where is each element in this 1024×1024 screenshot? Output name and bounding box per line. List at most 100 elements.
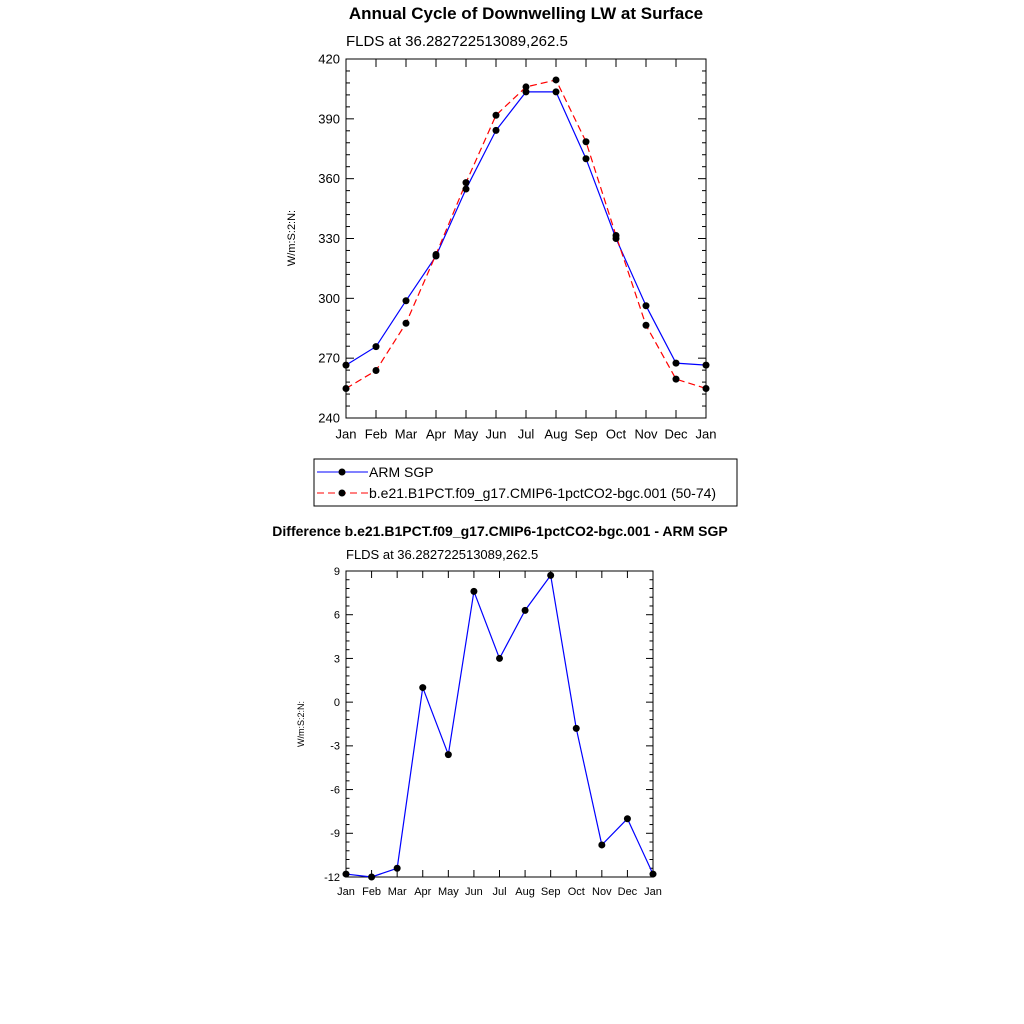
- y-tick-labels: 240 270 300 330 360 390 420: [318, 52, 340, 426]
- data-point: [462, 179, 470, 187]
- x-tick-label: May: [454, 427, 479, 442]
- data-point: [342, 361, 350, 369]
- y-tick-label: 270: [318, 351, 340, 366]
- x-tick-label: Oct: [606, 427, 627, 442]
- data-point: [368, 873, 376, 881]
- data-point: [432, 250, 440, 258]
- data-point: [492, 111, 500, 119]
- data-point: [402, 297, 410, 305]
- x-tick-label: Jul: [518, 427, 535, 442]
- y-tick-label: 390: [318, 111, 340, 126]
- y-tick-label: -3: [330, 741, 340, 753]
- data-point: [462, 185, 470, 193]
- x-tick-label: Feb: [362, 886, 381, 898]
- x-tick-label: Sep: [574, 427, 597, 442]
- x-tick-label: Jan: [337, 886, 355, 898]
- y-tick-label: -6: [330, 784, 340, 796]
- x-tick-label: Jun: [465, 886, 483, 898]
- x-tick-label: Sep: [541, 886, 561, 898]
- x-tick-label: Aug: [544, 427, 567, 442]
- x-tick-label: Mar: [388, 886, 407, 898]
- data-point: [522, 83, 530, 91]
- series-points: [342, 571, 657, 881]
- data-point: [572, 724, 580, 732]
- x-tick-label: Feb: [365, 427, 387, 442]
- data-point: [672, 375, 680, 383]
- data-point: [372, 367, 380, 375]
- y-tick-labels: -12 -9 -6 -3 0 3 6 9: [324, 566, 340, 884]
- data-point: [552, 76, 560, 84]
- axis-ticks: [345, 58, 707, 419]
- data-point: [342, 870, 350, 878]
- difference-chart: Difference b.e21.B1PCT.f09_g17.CMIP6-1pc…: [272, 523, 727, 898]
- legend-label-model: b.e21.B1PCT.f09_g17.CMIP6-1pctCO2-bgc.00…: [369, 485, 716, 501]
- data-point: [642, 321, 650, 329]
- data-point: [522, 88, 530, 96]
- data-point: [598, 841, 606, 849]
- x-tick-label: Jan: [336, 427, 357, 442]
- chart-title: Annual Cycle of Downwelling LW at Surfac…: [349, 4, 703, 23]
- data-point: [552, 88, 560, 96]
- data-point: [623, 815, 631, 823]
- data-point: [419, 684, 427, 692]
- data-point: [672, 359, 680, 367]
- y-tick-label: 330: [318, 231, 340, 246]
- y-axis-label: W/m:S:2:N:: [296, 701, 306, 747]
- x-tick-label: Nov: [592, 886, 612, 898]
- data-point: [496, 654, 503, 662]
- data-point: [582, 155, 590, 163]
- x-tick-label: Oct: [568, 886, 585, 898]
- y-axis-label: W/m:S:2:N:: [286, 210, 298, 266]
- y-tick-label: 3: [334, 653, 340, 665]
- x-tick-labels: Jan Feb Mar Apr May Jun Jul Aug Sep Oct Nov Dec Jan: [337, 886, 662, 898]
- data-point: [372, 343, 380, 351]
- data-point: [547, 571, 555, 579]
- x-tick-label: Jan: [696, 427, 717, 442]
- legend-marker-model: [338, 489, 346, 497]
- data-point: [470, 587, 478, 595]
- y-tick-label: 420: [318, 52, 340, 67]
- y-tick-label: 6: [334, 610, 340, 622]
- y-tick-label: 240: [318, 411, 340, 426]
- x-tick-label: Jun: [486, 427, 507, 442]
- data-point: [642, 302, 650, 310]
- chart-subtitle: FLDS at 36.282722513089,262.5: [346, 33, 568, 50]
- x-tick-label: Apr: [426, 427, 447, 442]
- series-points: [342, 76, 710, 392]
- x-tick-label: Apr: [414, 886, 431, 898]
- x-tick-label: Aug: [515, 886, 535, 898]
- annual-cycle-chart: Annual Cycle of Downwelling LW at Surfac…: [286, 4, 738, 507]
- legend-marker-arm-sgp: [338, 468, 346, 476]
- y-tick-label: 360: [318, 171, 340, 186]
- chart-title: Difference b.e21.B1PCT.f09_g17.CMIP6-1pc…: [272, 523, 727, 539]
- x-tick-label: Mar: [395, 427, 418, 442]
- data-point: [612, 232, 620, 240]
- x-tick-label: Dec: [664, 427, 688, 442]
- x-tick-label: Dec: [618, 886, 638, 898]
- x-tick-label: Jul: [492, 886, 506, 898]
- y-tick-label: -12: [324, 872, 340, 884]
- legend-label-arm-sgp: ARM SGP: [369, 464, 434, 480]
- y-tick-label: 300: [318, 291, 340, 306]
- data-point: [402, 319, 410, 327]
- y-tick-label: 9: [334, 566, 340, 578]
- x-tick-labels: Jan Feb Mar Apr May Jun Jul Aug Sep Oct Nov Dec Jan: [336, 427, 717, 442]
- data-point: [582, 138, 590, 146]
- x-tick-label: Jan: [644, 886, 662, 898]
- y-tick-label: 0: [334, 697, 340, 709]
- x-tick-label: May: [438, 886, 459, 898]
- legend-box: [313, 458, 738, 507]
- data-point: [649, 870, 657, 878]
- data-point: [702, 384, 710, 392]
- data-point: [702, 361, 710, 369]
- legend: ARM SGP b.e21.B1PCT.f09_g17.CMIP6-1pctCO…: [313, 458, 738, 507]
- x-tick-label: Nov: [634, 427, 658, 442]
- data-point: [393, 864, 401, 872]
- data-point: [492, 126, 500, 134]
- data-point: [444, 751, 452, 759]
- data-point: [521, 606, 529, 614]
- chart-subtitle: FLDS at 36.282722513089,262.5: [346, 547, 538, 562]
- y-tick-label: -9: [330, 828, 340, 840]
- data-point: [342, 384, 350, 392]
